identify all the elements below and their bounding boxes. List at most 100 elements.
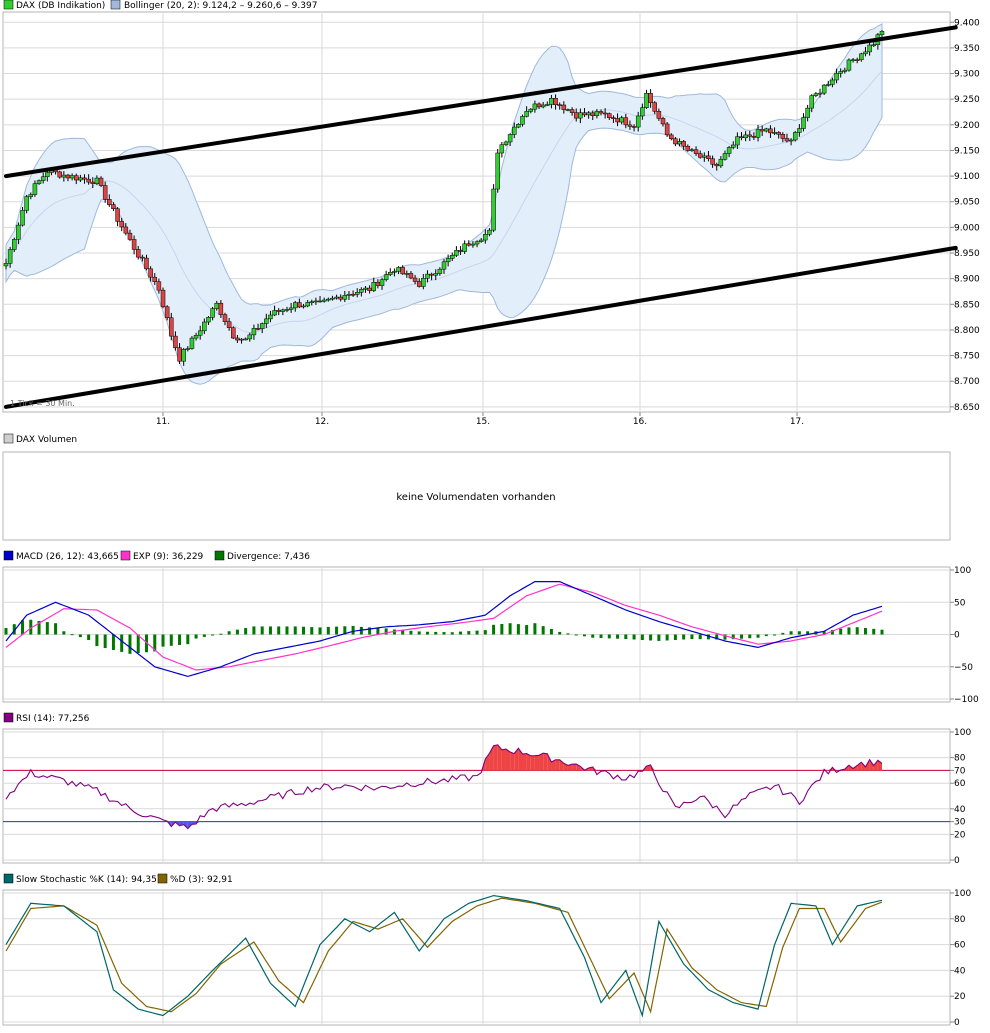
candle-body-25 [107,199,112,205]
divergence-bar-12 [54,623,58,635]
candle-body-0 [3,263,9,267]
divergence-bar-194 [806,631,810,635]
divergence-bar-140 [582,634,586,637]
divergence-bar-128 [533,623,537,635]
candle-body-137 [569,109,575,113]
candle-body-212 [879,31,885,35]
divergence-bar-160 [665,634,669,641]
divergence-bar-188 [781,632,785,635]
divergence-bar-64 [268,626,272,635]
legend-volume: DAX Volumen [16,435,77,445]
candle-body-169 [702,155,707,158]
candle-body-112 [466,243,472,246]
y-tick-label-0: 100 [954,728,971,738]
divergence-bar-124 [516,624,520,635]
rsi-grid [3,729,950,863]
candle-body-118 [491,188,496,231]
candle-body-163 [677,141,682,145]
candle-body-20 [86,178,91,183]
divergence-bar-24 [103,634,107,649]
candle-body-174 [722,153,728,160]
divergence-bar-36 [153,634,157,652]
candle-body-133 [553,98,558,105]
candle-body-33 [140,256,145,259]
candle-body-142 [590,112,596,116]
divergence-bar-162 [673,634,677,640]
candle-body-9 [40,176,46,181]
candle-body-75 [313,300,319,303]
candle-body-64 [268,314,273,320]
candle-body-83 [346,293,352,296]
candle-body-180 [747,134,753,137]
divergence-bar-102 [425,631,429,635]
candle-body-91 [379,279,385,286]
candle-body-171 [710,158,715,165]
x-tick-label-4: 17. [790,417,804,427]
candle-body-127 [528,108,534,112]
candle-body-160 [664,123,670,136]
legend-macd: MACD (26, 12): 43,665 [16,552,119,562]
candle-body-175 [726,147,732,154]
divergence-bar-176 [731,634,735,640]
candle-body-155 [644,93,649,108]
candle-body-34 [144,257,149,270]
legend-stoch-d: %D (3): 92,91 [170,875,233,885]
legend-stoch-k: Slow Stochastic %K (14): 94,357 [16,875,163,885]
legend-rsi: RSI (14): 77,256 [16,714,90,724]
divergence-bar-202 [839,628,843,635]
candle-body-140 [582,112,587,116]
candle-body-143 [594,111,600,116]
divergence-bar-170 [706,634,710,640]
candle-body-156 [648,93,653,103]
bollinger-area [5,23,883,385]
divergence-bar-154 [640,634,644,640]
y-tick-label-4: 20 [954,992,966,1002]
y-tick-label-0: 100 [954,566,971,576]
rsi-lines [5,744,883,830]
candle-body-196 [813,93,819,96]
macd-line [5,581,883,678]
candle-body-95 [396,267,401,272]
candle-body-114 [474,241,480,245]
divergence-bar-18 [78,634,82,638]
candle-body-104 [433,273,438,276]
y-tick-label-5: 9.150 [954,146,980,156]
candle-body-24 [102,185,108,200]
candle-body-67 [280,309,286,312]
divergence-bar-32 [136,634,140,654]
divergence-bar-132 [549,629,553,635]
divergence-bar-60 [252,626,256,635]
candle-body-79 [330,297,335,300]
legend-swatch-stoch-k [3,873,14,884]
divergence-bar-58 [244,628,248,635]
stoch-y-axis: 100 80 60 40 20 0 [950,889,971,1028]
rsi-overbought-200 [832,767,837,771]
divergence-bar-126 [525,625,529,635]
x-tick-label-3: 16. [633,417,647,427]
rsi-overbought-118 [493,744,498,771]
candle-body-197 [817,92,823,95]
y-tick-label-2: 9.300 [954,70,980,80]
candle-body-162 [673,138,678,145]
candle-body-125 [520,116,525,125]
candle-body-172 [714,164,719,167]
divergence-bar-106 [442,632,446,635]
candle-body-94 [392,271,397,273]
rsi-overbought-122 [510,752,515,771]
divergence-bar-6 [29,619,33,635]
divergence-bar-104 [434,631,438,635]
rsi-overbought-128 [534,755,540,771]
divergence-bar-110 [459,631,463,635]
candle-body-41 [173,335,178,348]
divergence-bar-30 [128,634,132,654]
rsi-overbought-132 [551,759,556,771]
y-tick-label-11: 8.850 [954,300,980,310]
divergence-bar-148 [616,634,620,639]
candle-body-54 [226,321,232,328]
y-tick-label-3: 9.250 [954,95,980,105]
candle-body-202 [838,71,843,74]
candle-body-121 [503,141,509,145]
candle-body-200 [830,79,835,85]
rsi-overbought-136 [567,764,573,771]
rsi-overbought-138 [576,764,581,771]
